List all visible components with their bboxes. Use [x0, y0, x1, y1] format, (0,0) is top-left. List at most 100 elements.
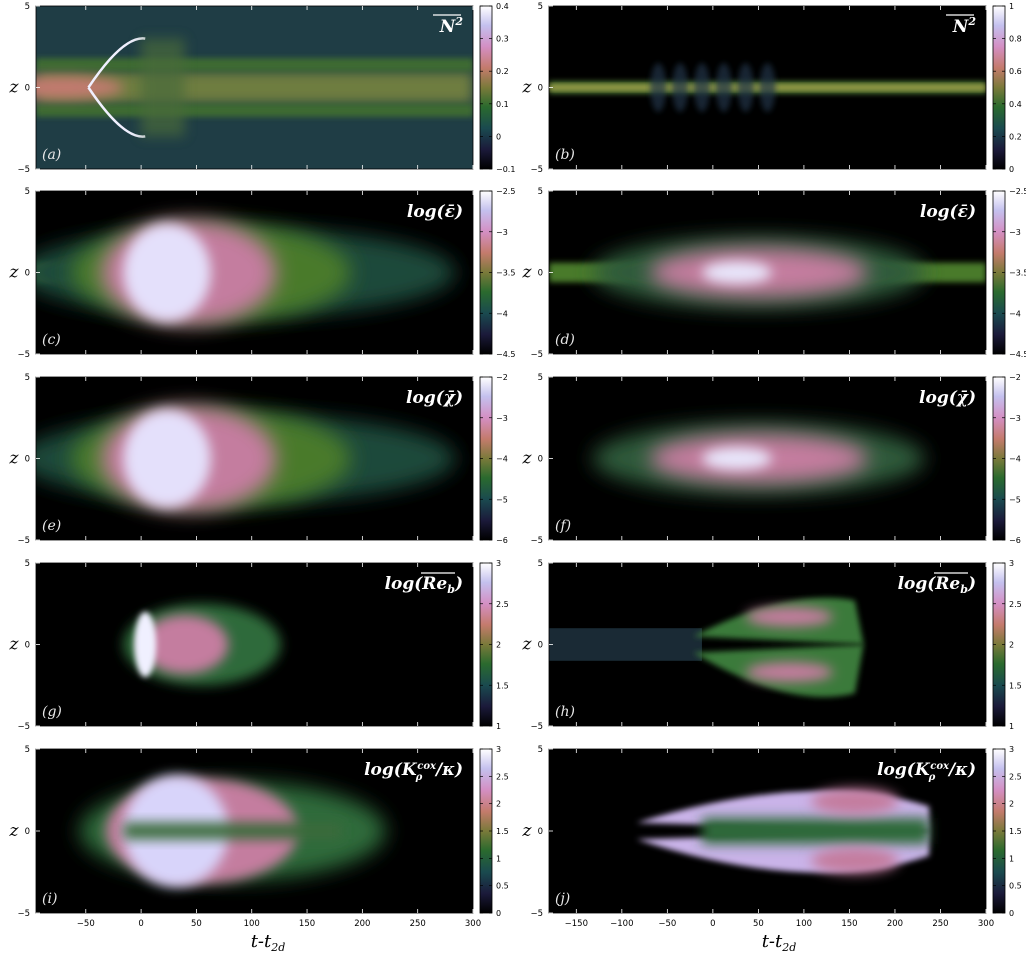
- panel-title-i: log(Kρcox/κ): [364, 760, 463, 783]
- y-axis-label: z: [9, 449, 20, 469]
- panel-title-h: log(Reb): [898, 574, 976, 596]
- panel-title-g: log(Reb): [385, 574, 463, 596]
- colorbar-tick-label: −4: [1009, 309, 1021, 318]
- colorbar-tick-label: 0: [1009, 165, 1014, 174]
- colorbar-tick-label: 1: [1009, 2, 1014, 11]
- y-tick-label: 5: [538, 559, 543, 569]
- y-tick-label: 0: [25, 641, 30, 651]
- colorbar-tick-label: 1.5: [496, 827, 509, 836]
- colorbar-tick-label: 1.5: [1009, 827, 1022, 836]
- y-axis-label: z: [9, 635, 20, 655]
- colorbar-tick-label: −3: [1009, 228, 1021, 237]
- y-tick-label: 0: [25, 827, 30, 837]
- x-tick-label: 150: [299, 919, 315, 929]
- x-tick-label: 250: [932, 919, 948, 929]
- colorbar-tick-label: 1: [1009, 854, 1014, 863]
- colorbar-tick-label: −6: [496, 536, 508, 545]
- colorbar-tick-label: 3: [1009, 559, 1014, 568]
- y-tick-label: −5: [17, 350, 30, 360]
- y-axis-label: z: [522, 449, 533, 469]
- x-tick-label: −100: [610, 919, 633, 929]
- y-axis-label: z: [9, 78, 20, 98]
- panel-letter-j: (j): [555, 891, 570, 907]
- panel-letter-f: (f): [555, 518, 571, 534]
- colorbar-gradient: [992, 5, 1006, 170]
- colorbar-tick-label: −4.5: [496, 350, 515, 359]
- colorbar-tick-label: −3.5: [1009, 269, 1026, 278]
- colorbar-tick-label: 1.5: [1009, 681, 1022, 690]
- panel-j: −150 −100 −50 0 50 100 150 200 250 300−505z(j)log…: [522, 745, 995, 929]
- colorbar-e: −6 −5 −4 −3 −2: [479, 373, 508, 545]
- panel-letter-d: (d): [555, 332, 575, 348]
- panel-title-f: log(χ̄): [919, 388, 976, 408]
- colorbar-a: −0.1 0 0.1 0.2 0.3 0.4: [479, 2, 515, 174]
- colorbar-tick-label: 0.6: [1009, 67, 1022, 76]
- colorbar-tick-label: 2: [496, 800, 501, 809]
- panel-title-b: N2: [952, 15, 977, 37]
- colorbar-h: 1 1.5 2 2.5 3: [992, 559, 1022, 731]
- colorbar-tick-label: −3: [1009, 414, 1021, 423]
- y-tick-label: 5: [25, 559, 30, 569]
- colorbar-d: −4.5 −4 −3.5 −3 −2.5: [992, 187, 1026, 359]
- y-tick-label: −5: [17, 722, 30, 732]
- x-tick-label: 200: [887, 919, 903, 929]
- colorbar-j: 0 0.5 1 1.5 2 2.5 3: [992, 745, 1022, 918]
- heatmap-field-b: [549, 6, 986, 169]
- colorbar-tick-label: 3: [1009, 745, 1014, 754]
- heatmap-field-i: [36, 749, 473, 913]
- colorbar-tick-label: −5: [1009, 495, 1021, 504]
- x-tick-label: 200: [354, 919, 370, 929]
- colorbar-gradient: [479, 5, 493, 170]
- y-tick-label: 5: [538, 2, 543, 12]
- y-tick-label: 5: [538, 187, 543, 197]
- panel-letter-c: (c): [42, 332, 61, 348]
- x-axis-label-left: t-t2d: [251, 931, 286, 954]
- panel-f: −5 0 5 z (f) log(χ̄): [522, 373, 987, 546]
- panel-letter-b: (b): [555, 147, 575, 163]
- colorbar-tick-label: 0.4: [496, 2, 509, 11]
- y-tick-label: 0: [25, 84, 30, 94]
- colorbar-tick-label: 2.5: [1009, 600, 1022, 609]
- panel-a: −5 0 5 z (a) N2: [9, 2, 474, 175]
- y-axis-label: z: [9, 263, 20, 283]
- x-tick-label: 100: [796, 919, 812, 929]
- colorbar-g: 1 1.5 2 2.5 3: [479, 559, 509, 731]
- panel-title-c: log(ε̄): [407, 202, 463, 222]
- y-tick-label: 0: [538, 84, 543, 94]
- colorbar-tick-label: 0.4: [1009, 100, 1022, 109]
- panel-b: −5 0 5 z (b) N2: [522, 2, 987, 175]
- x-tick-label: 300: [978, 919, 994, 929]
- colorbar-tick-label: 1.5: [496, 681, 509, 690]
- x-tick-label: 50: [191, 919, 202, 929]
- colorbar-tick-label: 1: [496, 854, 501, 863]
- heatmap-field-a: [36, 6, 473, 169]
- colorbar-tick-label: 0.1: [496, 100, 509, 109]
- colorbar-tick-label: 0.5: [1009, 882, 1022, 891]
- colorbar-tick-label: −3.5: [496, 269, 515, 278]
- y-axis-label: z: [522, 635, 533, 655]
- heatmap-field-e: [36, 377, 473, 540]
- y-tick-label: −5: [17, 536, 30, 546]
- colorbar-tick-label: 0: [496, 909, 501, 918]
- x-tick-label: 150: [841, 919, 857, 929]
- panels-group: −505z(a)N2−0.100.10.20.30.4−505z(b)N200.…: [9, 2, 1026, 929]
- colorbar-tick-label: 0.2: [1009, 132, 1022, 141]
- panel-g: −5 0 5 z (g) log(Reb): [9, 559, 474, 732]
- colorbar-i: 0 0.5 1 1.5 2 2.5 3: [479, 745, 509, 918]
- colorbar-tick-label: 0.3: [496, 35, 509, 44]
- panel-title-e: log(χ̄): [406, 388, 463, 408]
- x-tick-label: −50: [658, 919, 676, 929]
- y-tick-label: −5: [530, 350, 543, 360]
- heatmap-field-f: [549, 377, 986, 540]
- y-tick-label: 0: [25, 269, 30, 279]
- y-tick-label: −5: [17, 909, 30, 919]
- x-tick-label: 0: [710, 919, 715, 929]
- colorbar-tick-label: −6: [1009, 536, 1021, 545]
- colorbar-tick-label: 2.5: [496, 772, 509, 781]
- heatmap-field-d: [549, 191, 986, 354]
- x-tick-label: −150: [565, 919, 588, 929]
- colorbar-tick-label: 0.8: [1009, 35, 1022, 44]
- panel-letter-a: (a): [42, 147, 61, 163]
- panel-letter-e: (e): [42, 518, 61, 534]
